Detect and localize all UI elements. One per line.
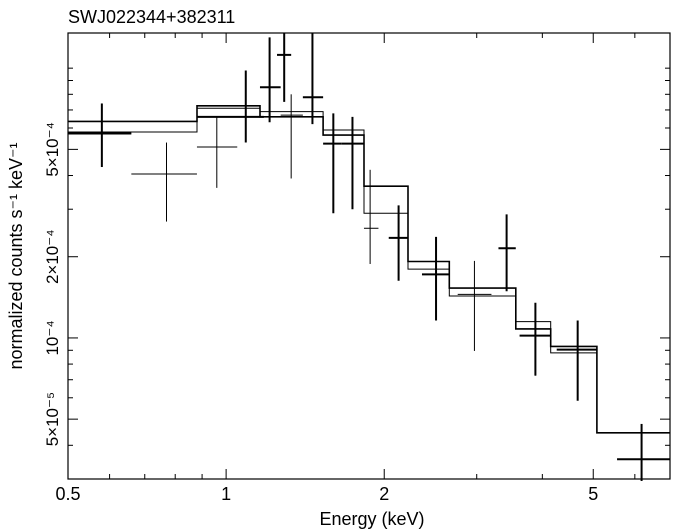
y-tick-labels: 5×10⁻⁵ 10⁻⁴ 2×10⁻⁴ 5×10⁻⁴ [43,122,62,446]
x-axis-label: Energy (keV) [319,509,424,529]
y-tick-label: 5×10⁻⁵ [43,392,62,446]
data-point-thick [323,113,342,214]
x-tick-label: 0.5 [55,484,80,504]
x-tick-labels: 0.5 1 2 5 [55,484,598,504]
data-point-thick [277,33,292,102]
data-points [68,33,670,481]
plot-frame [67,32,671,480]
data-point-thin [131,142,197,222]
data-point-thick [498,214,516,292]
y-tick-label: 10⁻⁴ [43,320,62,355]
model-curves [68,105,670,434]
data-point-thick [341,116,364,210]
data-point-thin [280,94,303,179]
y-tick-label: 5×10⁻⁴ [43,122,62,177]
data-point-thick [421,236,450,321]
x-tick-label: 5 [588,484,598,504]
x-tick-label: 2 [379,484,389,504]
model-step-thick [68,105,670,434]
model-step-thin [68,107,670,434]
data-point-thin [519,311,551,376]
y-axis-label: normalized counts s⁻¹ keV⁻¹ [6,142,26,369]
data-point-thick [68,103,132,168]
data-point-thick [196,70,264,143]
y-tick-label: 2×10⁻⁴ [43,229,62,284]
data-point-thin [457,260,492,351]
data-point-thin [363,169,379,264]
chart-title: SWJ022344+382311 [68,7,235,27]
data-point-thick [259,37,281,123]
data-point-thin [68,103,132,168]
data-point-thick [556,320,597,401]
axis-ticks [67,33,671,480]
data-point-thick [388,205,409,281]
data-point-thick [617,423,670,481]
data-point-thick [302,33,324,125]
data-point-thin [196,116,238,188]
x-tick-label: 1 [221,484,231,504]
